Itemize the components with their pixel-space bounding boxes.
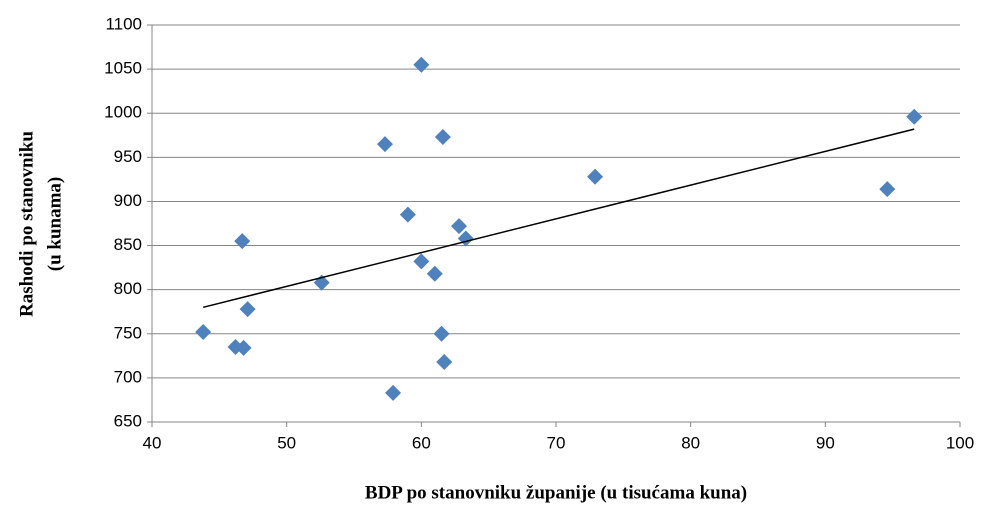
y-tick-label: 900 <box>114 191 142 210</box>
point <box>413 253 430 270</box>
x-tick-label: 90 <box>816 433 835 452</box>
point <box>434 129 451 146</box>
y-axis-title: Rashodi po stanovniku <box>16 131 37 317</box>
x-tick-label: 70 <box>547 433 566 452</box>
x-tick-label: 60 <box>412 433 431 452</box>
x-tick-label: 100 <box>946 433 974 452</box>
point <box>433 325 450 342</box>
x-tick-label: 50 <box>277 433 296 452</box>
y-tick-label: 1050 <box>104 59 142 78</box>
y-tick-label: 1000 <box>104 103 142 122</box>
point <box>587 168 604 185</box>
y-tick-label: 800 <box>114 279 142 298</box>
y-tick-label: 1100 <box>105 14 142 33</box>
y-tick-label: 650 <box>114 411 142 430</box>
x-tick-label: 80 <box>681 433 700 452</box>
point <box>376 136 393 153</box>
point <box>426 265 443 282</box>
point <box>235 339 252 356</box>
point <box>879 181 896 198</box>
point <box>195 324 212 341</box>
point <box>451 218 468 235</box>
point <box>234 233 251 250</box>
y-tick-label: 950 <box>114 147 142 166</box>
y-axis-title: (u kunama) <box>44 177 65 272</box>
point <box>413 56 430 73</box>
point <box>399 206 416 223</box>
point <box>239 301 256 318</box>
x-tick-label: 40 <box>143 433 162 452</box>
point <box>385 384 402 401</box>
trendline <box>202 128 915 309</box>
y-tick-label: 700 <box>114 367 142 386</box>
y-tick-label: 850 <box>114 235 142 254</box>
point <box>906 108 923 125</box>
point <box>436 354 453 371</box>
y-tick-label: 750 <box>114 323 142 342</box>
x-axis-title: BDP po stanovniku županije (u tisućama k… <box>365 482 747 503</box>
